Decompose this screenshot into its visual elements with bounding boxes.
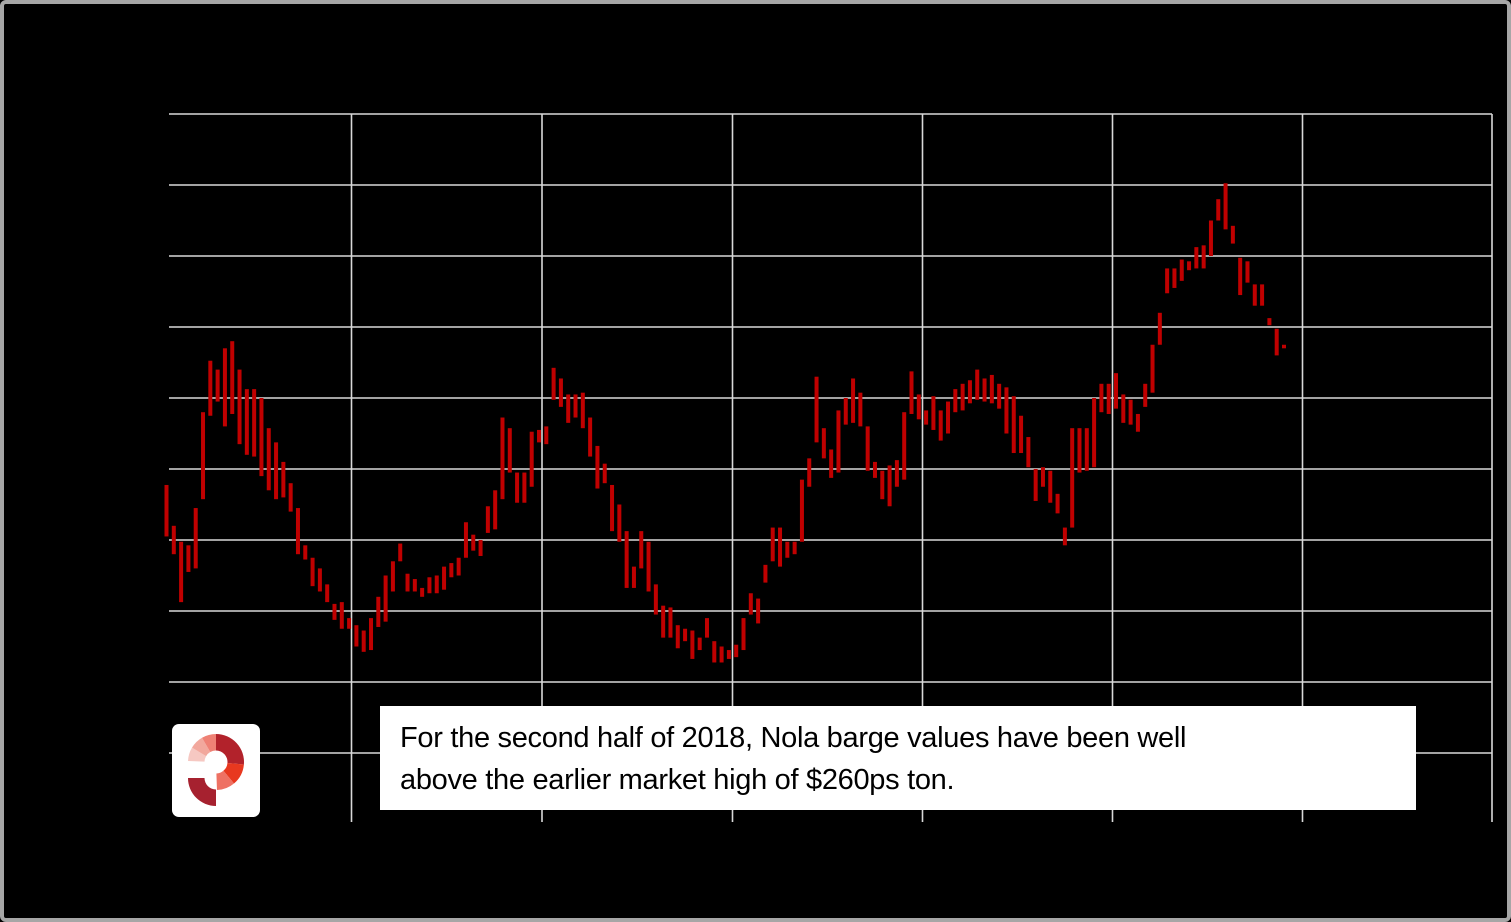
ring-top-right-quadrant — [216, 734, 244, 765]
ring-bottom-right-coral — [216, 770, 234, 790]
ring-tail-bottom-left — [188, 778, 216, 806]
ring-upper-left-salmon — [191, 737, 211, 757]
caption-line-2: above the earlier market high of $260ps … — [400, 764, 955, 796]
profercy-ring-logo — [172, 724, 260, 817]
ring-right-bright-red — [223, 763, 244, 784]
caption-box: For the second half of 2018, Nola barge … — [380, 706, 1416, 810]
ring-top-left-coral — [202, 734, 216, 753]
price-bars — [164, 183, 1286, 663]
caption-line-1: For the second half of 2018, Nola barge … — [400, 722, 1187, 754]
ring-left-light-pink — [188, 747, 207, 762]
